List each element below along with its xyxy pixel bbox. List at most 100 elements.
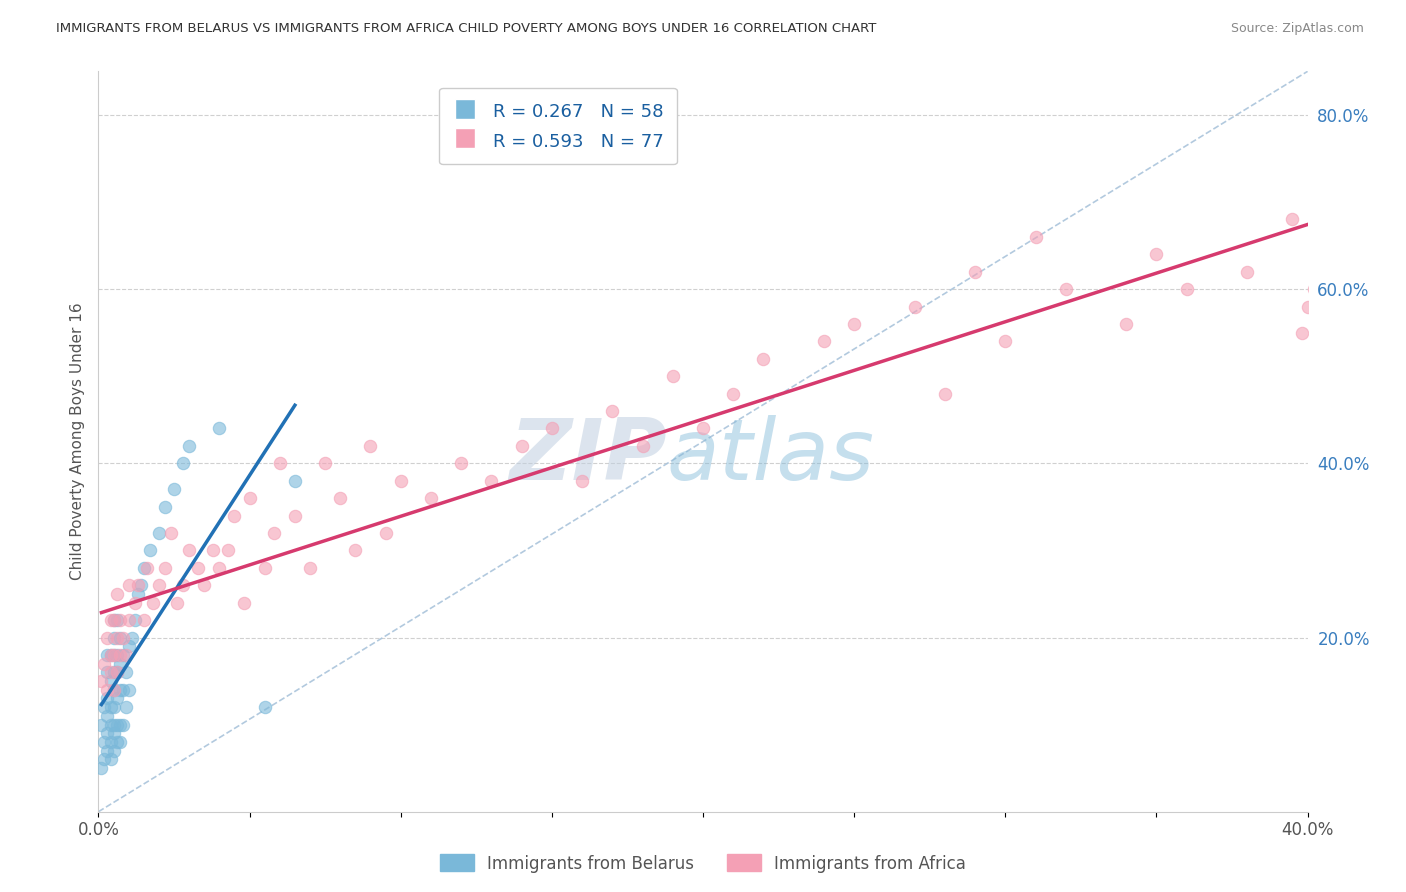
Point <box>103 717 125 731</box>
Point <box>193 578 215 592</box>
Point <box>93 700 115 714</box>
Point <box>172 456 194 470</box>
Point <box>129 578 152 592</box>
Point <box>90 674 112 689</box>
Point <box>118 578 141 592</box>
Point <box>103 613 125 627</box>
Point <box>124 613 146 627</box>
Point <box>111 717 134 731</box>
Point <box>571 474 593 488</box>
Point <box>1115 317 1137 331</box>
Text: IMMIGRANTS FROM BELARUS VS IMMIGRANTS FROM AFRICA CHILD POVERTY AMONG BOYS UNDER: IMMIGRANTS FROM BELARUS VS IMMIGRANTS FR… <box>56 22 876 36</box>
Point <box>93 752 115 766</box>
Point <box>103 700 125 714</box>
Point <box>111 682 134 697</box>
Point <box>105 613 128 627</box>
Point <box>389 474 412 488</box>
Point <box>90 761 112 775</box>
Point <box>121 631 143 645</box>
Point <box>844 317 866 331</box>
Point <box>253 561 276 575</box>
Point <box>96 744 118 758</box>
Point <box>481 474 503 488</box>
Point <box>108 648 131 662</box>
Point <box>224 508 246 523</box>
Point <box>187 561 209 575</box>
Point <box>360 439 382 453</box>
Point <box>100 674 122 689</box>
Point <box>329 491 352 505</box>
Point <box>142 596 165 610</box>
Point <box>208 561 231 575</box>
Point <box>96 648 118 662</box>
Point <box>153 561 176 575</box>
Point <box>103 648 125 662</box>
Legend: R = 0.267   N = 58, R = 0.593   N = 77: R = 0.267 N = 58, R = 0.593 N = 77 <box>439 87 676 164</box>
Point <box>934 386 956 401</box>
Point <box>96 691 118 706</box>
Point <box>631 439 654 453</box>
Point <box>103 631 125 645</box>
Point <box>160 526 183 541</box>
Point <box>148 526 170 541</box>
Point <box>163 483 186 497</box>
Point <box>148 578 170 592</box>
Point <box>103 726 125 740</box>
Point <box>132 613 155 627</box>
Point <box>96 709 118 723</box>
Point <box>111 631 134 645</box>
Point <box>105 717 128 731</box>
Text: Source: ZipAtlas.com: Source: ZipAtlas.com <box>1230 22 1364 36</box>
Y-axis label: Child Poverty Among Boys Under 16: Child Poverty Among Boys Under 16 <box>69 302 84 581</box>
Point <box>105 665 128 680</box>
Point <box>108 631 131 645</box>
Point <box>1291 326 1313 340</box>
Point <box>1302 282 1324 296</box>
Point <box>103 682 125 697</box>
Point <box>420 491 443 505</box>
Point <box>1296 300 1319 314</box>
Point <box>139 543 162 558</box>
Point <box>100 717 122 731</box>
Point <box>100 735 122 749</box>
Point <box>661 369 683 384</box>
Point <box>105 631 128 645</box>
Point <box>344 543 367 558</box>
Point <box>100 648 122 662</box>
Point <box>132 561 155 575</box>
Point <box>314 456 336 470</box>
Point <box>284 508 307 523</box>
Text: atlas: atlas <box>666 415 875 498</box>
Point <box>105 665 128 680</box>
Point <box>1281 212 1303 227</box>
Point <box>103 682 125 697</box>
Point <box>100 700 122 714</box>
Point <box>114 648 136 662</box>
Point <box>93 657 115 671</box>
Point <box>540 421 562 435</box>
Point <box>103 613 125 627</box>
Point <box>239 491 262 505</box>
Point <box>1054 282 1077 296</box>
Point <box>179 543 201 558</box>
Point <box>253 700 276 714</box>
Point <box>299 561 322 575</box>
Point <box>1144 247 1167 261</box>
Point <box>105 587 128 601</box>
Point <box>118 613 141 627</box>
Point <box>90 717 112 731</box>
Point <box>135 561 157 575</box>
Point <box>108 657 131 671</box>
Point <box>374 526 396 541</box>
Point <box>179 439 201 453</box>
Point <box>103 665 125 680</box>
Point <box>96 631 118 645</box>
Point <box>114 665 136 680</box>
Point <box>166 596 188 610</box>
Point <box>93 735 115 749</box>
Point <box>100 613 122 627</box>
Point <box>108 717 131 731</box>
Point <box>263 526 285 541</box>
Point <box>105 648 128 662</box>
Text: ZIP: ZIP <box>509 415 666 498</box>
